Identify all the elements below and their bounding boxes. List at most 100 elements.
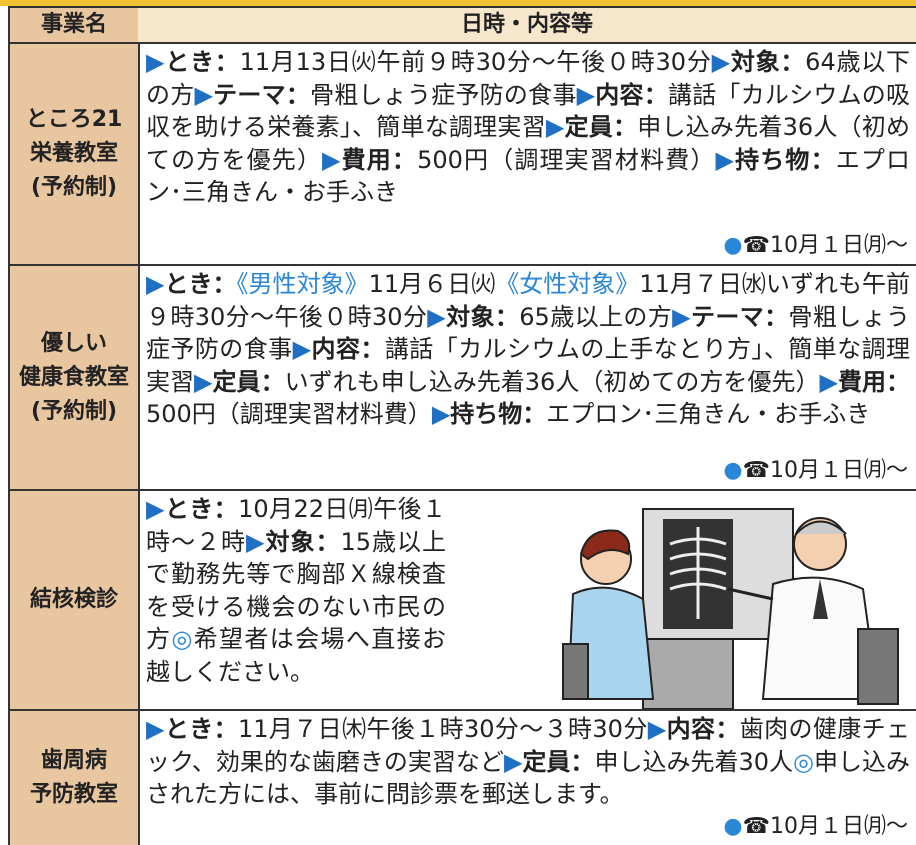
name-line: 歯周病	[40, 748, 107, 773]
program-detail: ▶とき：10月22日㈪午後１時〜２時▶対象：15歳以上で勤務先等で胸部Ｘ線検査を…	[138, 491, 916, 709]
program-detail: ▶とき：《男性対象》11月６日㈫《女性対象》11月７日㈬いずれも午前９時30分〜…	[138, 266, 916, 489]
name-line: ところ21	[25, 107, 123, 132]
text-segment: 11月７日㈭午後１時30分〜３時30分	[238, 715, 648, 743]
text-segment: 《女性対象》	[495, 270, 640, 298]
contact-segment: ●	[723, 813, 743, 839]
table-row: 歯周病 予防教室 ▶とき：11月７日㈭午後１時30分〜３時30分▶内容：歯肉の健康…	[8, 709, 916, 845]
text-segment: 定員：	[522, 747, 595, 776]
text-segment: とき：	[164, 270, 237, 298]
text-segment: テーマ：	[690, 302, 789, 331]
name-line: (予約制)	[30, 398, 118, 424]
text-segment: ▶	[194, 367, 213, 396]
text-segment: ▶	[431, 400, 451, 428]
name-line: 健康食教室	[18, 364, 129, 390]
text-segment: とき：	[164, 715, 238, 743]
text-segment: ▶	[146, 495, 165, 523]
name-line: 結核検診	[29, 587, 118, 612]
text-segment: 持ち物：	[735, 145, 836, 174]
detail-text: ▶とき：11月７日㈭午後１時30分〜３時30分▶内容：歯肉の健康チェック、効果的…	[146, 713, 910, 811]
text-segment: ◎	[171, 625, 194, 653]
text-segment: ▶	[715, 145, 736, 174]
name-line: 優しい	[40, 330, 107, 356]
program-detail: ▶とき：11月７日㈭午後１時30分〜３時30分▶内容：歯肉の健康チェック、効果的…	[138, 711, 916, 845]
text-segment: 骨粗しょう症予防の食事	[310, 80, 577, 109]
text-segment: 64歳以下の方	[146, 48, 911, 109]
text-segment: 《男性対象》	[236, 270, 369, 298]
text-segment: ▶	[647, 715, 667, 743]
text-segment: 申し込みされた方には、事前に問診票を郵送します。	[146, 747, 911, 809]
text-segment: ▶	[194, 80, 214, 109]
text-segment: ▶	[146, 715, 165, 743]
text-segment: 内容：	[311, 335, 385, 363]
name-line: 予防教室	[29, 782, 118, 807]
text-segment: エプロン･三角きん・お手ふき	[146, 145, 911, 207]
text-segment: とき：	[165, 48, 240, 76]
contact-segment: ☎10月１日㈪〜	[742, 813, 908, 839]
text-segment: ▶	[292, 335, 312, 363]
table-row: 優しい 健康食教室 (予約制) ▶とき：《男性対象》11月６日㈫《女性対象》11月７…	[8, 264, 916, 489]
text-segment: ▶	[146, 48, 166, 76]
program-name: 結核検診	[8, 491, 140, 709]
table-row: ところ21 栄養教室 (予約制) ▶とき：11月13日㈫午前９時30分〜午後０時30…	[8, 42, 916, 264]
text-segment: 500円（調理実習材料費）	[146, 400, 432, 428]
text-segment: 骨粗しょう症予防の食事	[146, 302, 911, 364]
text-segment: 費用：	[837, 367, 911, 396]
text-segment: 対象：	[730, 48, 806, 76]
text-segment: テーマ：	[213, 80, 311, 109]
program-name: ところ21 栄養教室 (予約制)	[8, 44, 140, 264]
detail-text: ▶とき：11月13日㈫午前９時30分〜午後０時30分▶対象：64歳以下の方▶テー…	[146, 46, 910, 209]
name-line: 栄養教室	[29, 141, 118, 166]
text-segment: 申し込み先着36人（初めての方を優先）	[146, 113, 911, 174]
text-segment: 内容：	[666, 715, 740, 743]
detail-text: ▶とき：10月22日㈪午後１時〜２時▶対象：15歳以上で勤務先等で胸部Ｘ線検査を…	[146, 493, 446, 688]
text-segment: 11月６日㈫	[368, 270, 496, 298]
text-segment: 持ち物：	[450, 400, 547, 428]
text-segment: 希望者は会場へ直接お越しください。	[146, 625, 446, 686]
text-segment: ◎	[793, 747, 814, 776]
text-segment: 10月22日㈪午後１時〜２時	[146, 495, 447, 556]
text-segment: 11月７日㈬いずれも午前９時30分〜午後０時30分	[146, 270, 911, 331]
name-line: (予約制)	[30, 175, 118, 200]
text-segment: ▶	[672, 302, 691, 331]
table-row: 結核検診 ▶とき：10月22日㈪午後１時〜２時▶対象：15歳以上で勤務先等で胸部…	[8, 489, 916, 709]
detail-text: ▶とき：《男性対象》11月６日㈫《女性対象》11月７日㈬いずれも午前９時30分〜…	[146, 268, 910, 431]
contact-segment: ●	[723, 457, 743, 483]
contact: ●☎10月１日㈪〜	[723, 455, 908, 488]
text-segment: 歯肉の健康チェック、効果的な歯磨きの実習など	[146, 715, 911, 776]
program-name: 歯周病 予防教室	[8, 711, 140, 845]
text-segment: ▶	[545, 113, 565, 141]
text-segment: 費用：	[341, 145, 418, 174]
text-segment: いずれも申し込み先着36人（初めての方を優先）	[284, 367, 820, 396]
text-segment: 定員：	[564, 113, 638, 141]
text-segment: ▶	[503, 747, 523, 776]
text-segment: ▶	[711, 48, 731, 76]
contact-segment: ●	[723, 232, 743, 258]
text-segment: ▶	[246, 527, 266, 556]
text-segment: 500円（調理実習材料費）	[417, 145, 716, 174]
text-segment: 内容：	[595, 80, 668, 109]
text-segment: 講話「カルシウムの吸収を助ける栄養素」、簡単な調理実習	[146, 80, 911, 142]
text-segment: ▶	[427, 302, 447, 331]
text-segment: 申し込み先着30人	[594, 747, 794, 776]
text-segment: 対象：	[446, 302, 520, 331]
contact-segment: ☎10月１日㈪〜	[742, 457, 908, 483]
text-segment: 対象：	[265, 527, 341, 556]
text-segment: ▶	[819, 367, 838, 396]
text-segment: ▶	[576, 80, 596, 109]
contact-segment: ☎10月１日㈪〜	[742, 232, 908, 258]
text-segment: ▶	[146, 270, 165, 298]
text-segment: 講話「カルシウムの上手なとり方」、簡単な調理実習	[146, 335, 911, 396]
text-segment: ▶	[322, 145, 342, 174]
header-cell: 日時・内容等	[138, 8, 916, 42]
illustration	[562, 508, 899, 709]
text-segment: とき：	[164, 495, 239, 523]
header-row: 事業名 日時・内容等	[8, 6, 916, 42]
text-segment: 15歳以上で勤務先等で胸部Ｘ線検査を受ける機会のない市民の方	[146, 527, 447, 654]
text-segment: エプロン･三角きん・お手ふき	[546, 400, 871, 428]
program-detail: ▶とき：11月13日㈫午前９時30分〜午後０時30分▶対象：64歳以下の方▶テー…	[138, 44, 916, 264]
program-name: 優しい健康食教室 (予約制)	[8, 266, 140, 489]
text-segment: 65歳以上の方	[519, 302, 673, 331]
text-segment: 11月13日㈫午前９時30分〜午後０時30分	[239, 48, 712, 76]
text-segment: 定員：	[212, 367, 285, 396]
